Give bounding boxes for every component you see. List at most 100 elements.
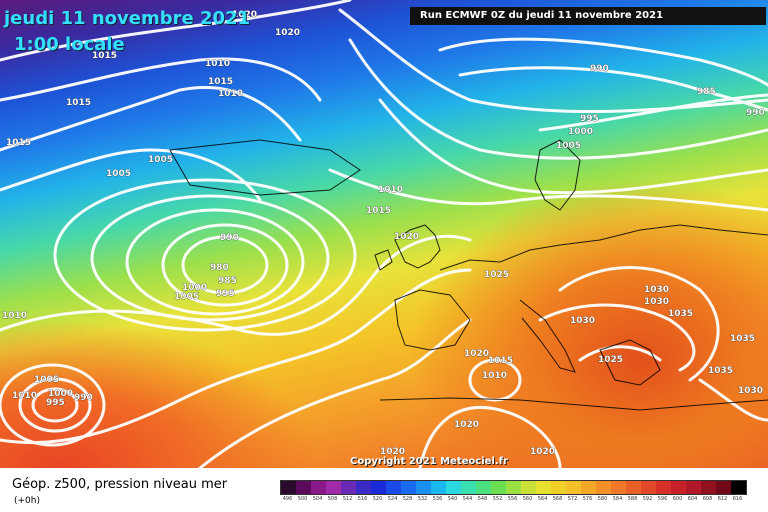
low-pressure-ring bbox=[0, 363, 106, 447]
isobar-label: 1015 bbox=[208, 77, 233, 87]
isobar-line bbox=[558, 266, 720, 382]
scale-swatch bbox=[461, 481, 476, 494]
isobar-label: 1010 bbox=[12, 391, 37, 401]
scale-swatch bbox=[446, 481, 461, 494]
isobar-line bbox=[458, 66, 768, 112]
coastline bbox=[534, 139, 581, 211]
coastline bbox=[519, 299, 576, 373]
scale-swatch bbox=[341, 481, 356, 494]
scale-swatch bbox=[731, 481, 746, 494]
isobar-line bbox=[0, 57, 322, 102]
isobar-label: 1010 bbox=[205, 59, 230, 69]
isobar-label: 1020 bbox=[275, 28, 300, 38]
isobar-label: 1005 bbox=[34, 375, 59, 385]
isobar-label: 990 bbox=[590, 64, 609, 74]
isobar-label: 1010 bbox=[378, 185, 403, 195]
scale-tick-label: 552 bbox=[492, 496, 503, 502]
low-pressure-ring bbox=[125, 208, 305, 316]
weather-map: 1020 1020 1015 1010 1015 1010 1015 1015 1005 1005… bbox=[0, 0, 768, 468]
scale-tick-label: 504 bbox=[312, 496, 323, 502]
scale-tick-label: 584 bbox=[612, 496, 623, 502]
isobar-label: 1020 bbox=[232, 10, 257, 20]
copyright-text: Copyright 2021 Meteociel.fr bbox=[350, 456, 508, 467]
coastline bbox=[394, 224, 441, 269]
isobar-label: 995 bbox=[580, 114, 599, 124]
scale-tick-label: 604 bbox=[687, 496, 698, 502]
isobar-label: 1030 bbox=[570, 316, 595, 326]
scale-tick-label: 588 bbox=[627, 496, 638, 502]
isobar-line bbox=[0, 234, 472, 336]
legend-footer: Géop. z500, pression niveau mer (+0h) 49… bbox=[0, 468, 768, 512]
high-pressure-ring bbox=[468, 358, 522, 402]
isobar-line bbox=[0, 0, 352, 62]
scale-swatch bbox=[626, 481, 641, 494]
low-pressure-ring bbox=[31, 387, 79, 423]
scale-tick-label: 616 bbox=[732, 496, 743, 502]
isobar-label: 1020 bbox=[454, 420, 479, 430]
scale-swatch bbox=[701, 481, 716, 494]
scale-tick-label: 512 bbox=[342, 496, 353, 502]
coastline bbox=[439, 224, 768, 271]
isobar-label: 995 bbox=[216, 289, 235, 299]
scale-tick-label: 556 bbox=[507, 496, 518, 502]
color-scale bbox=[280, 480, 747, 495]
scale-tick-label: 580 bbox=[597, 496, 608, 502]
isobar-label: 1000 bbox=[182, 283, 207, 293]
map-date-title: jeudi 11 novembre 2021 bbox=[4, 8, 251, 29]
isobar-label: 1010 bbox=[2, 311, 27, 321]
scale-tick-label: 592 bbox=[642, 496, 653, 502]
field-description: Géop. z500, pression niveau mer bbox=[12, 477, 228, 492]
isobar-line bbox=[698, 378, 768, 422]
scale-swatch bbox=[506, 481, 521, 494]
scale-swatch bbox=[476, 481, 491, 494]
scale-tick-label: 548 bbox=[477, 496, 488, 502]
scale-tick-label: 520 bbox=[372, 496, 383, 502]
scale-swatch bbox=[401, 481, 416, 494]
scale-swatch bbox=[281, 481, 296, 494]
color-scale-ticks: 496 500 504 508 512 516 520 524 528 532 536 540 544 5… bbox=[280, 496, 745, 502]
isobar-label: 1020 bbox=[380, 447, 405, 457]
scale-swatch bbox=[371, 481, 386, 494]
isobar-line bbox=[198, 318, 472, 468]
isobar-label: 990 bbox=[220, 233, 239, 243]
isobar-label: 1030 bbox=[644, 297, 669, 307]
scale-tick-label: 564 bbox=[537, 496, 548, 502]
scale-tick-label: 496 bbox=[282, 496, 293, 502]
isobar-label: 990 bbox=[746, 108, 765, 118]
coastline bbox=[374, 249, 393, 271]
isobar-label: 1020 bbox=[394, 232, 419, 242]
isobar-labels: 1020102010151010101510101015101510051005… bbox=[2, 10, 765, 458]
scale-tick-label: 608 bbox=[702, 496, 713, 502]
lead-time: (+0h) bbox=[14, 496, 40, 506]
isobar-label: 1005 bbox=[556, 141, 581, 151]
scale-tick-label: 572 bbox=[567, 496, 578, 502]
coastline bbox=[169, 139, 361, 196]
scale-tick-label: 540 bbox=[447, 496, 458, 502]
scale-tick-label: 516 bbox=[357, 496, 368, 502]
scale-swatch bbox=[536, 481, 551, 494]
isobar-label: 990 bbox=[74, 393, 93, 403]
low-pressure-ring bbox=[53, 178, 357, 332]
low-pressure-ring bbox=[161, 223, 289, 307]
isobar-label: 1010 bbox=[218, 89, 243, 99]
coastline bbox=[379, 397, 768, 411]
scale-tick-label: 560 bbox=[522, 496, 533, 502]
isobar-line bbox=[0, 85, 302, 152]
scale-tick-label: 508 bbox=[327, 496, 338, 502]
isobar-label: 1025 bbox=[598, 355, 623, 365]
isobar-label: 1005 bbox=[106, 169, 131, 179]
scale-swatch bbox=[551, 481, 566, 494]
isobar-line bbox=[0, 268, 472, 445]
isobar-label: 1015 bbox=[366, 206, 391, 216]
isobar-label: 1000 bbox=[48, 389, 73, 399]
isobar-line bbox=[0, 148, 262, 202]
isobar-line bbox=[538, 303, 696, 372]
scale-tick-label: 524 bbox=[387, 496, 398, 502]
isobar-label: 1010 bbox=[482, 371, 507, 381]
isobar-label: 1020 bbox=[464, 349, 489, 359]
isobar-label: 1015 bbox=[92, 51, 117, 61]
map-local-time: 1:00 locale bbox=[14, 34, 125, 55]
isobar-line bbox=[378, 98, 768, 195]
isobar-layer bbox=[0, 0, 768, 468]
model-run-banner: Run ECMWF 0Z du jeudi 11 novembre 2021 bbox=[410, 7, 766, 25]
